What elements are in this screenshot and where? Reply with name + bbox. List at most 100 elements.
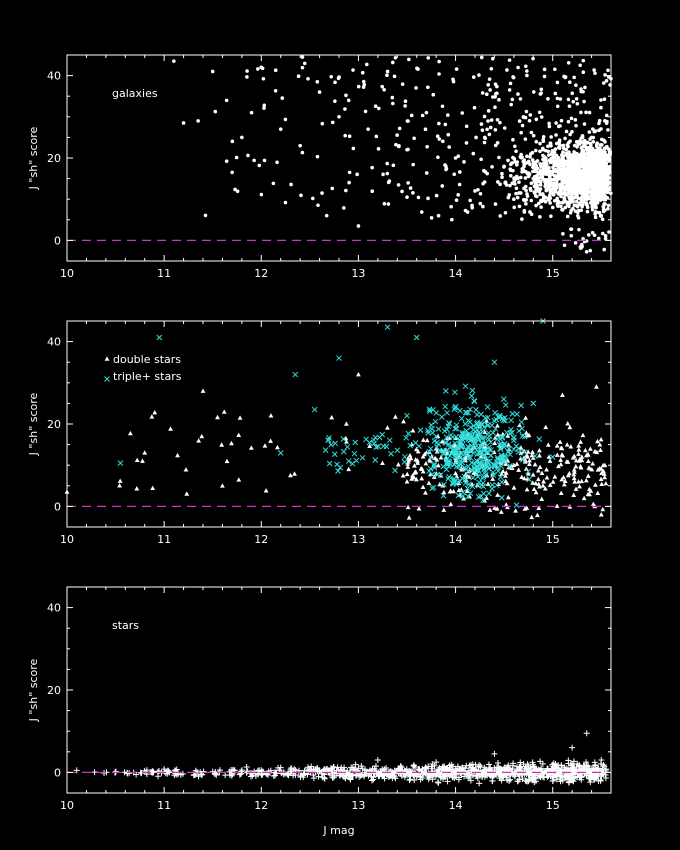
star-point [336, 772, 343, 779]
star-point [434, 779, 441, 786]
galaxy-point [606, 68, 610, 73]
double-star-point [578, 463, 583, 469]
star-point [571, 767, 578, 774]
galaxy-point [526, 171, 531, 175]
x-tick-label: 15 [546, 799, 560, 812]
triple-star-point [473, 457, 480, 464]
double-star-point [524, 487, 530, 492]
double-star-point [517, 422, 522, 428]
triple-star-point [458, 443, 465, 450]
triple-star-point [352, 439, 359, 446]
galaxy-point [593, 170, 598, 175]
galaxy-point [568, 80, 572, 85]
double-star-point [329, 414, 335, 420]
double-star-point [544, 467, 549, 472]
galaxy-point [529, 181, 534, 186]
double-star-point [585, 473, 591, 478]
y-axis: 0 20 40 [47, 54, 611, 262]
galaxy-point [514, 186, 519, 191]
galaxy-point [576, 173, 580, 177]
galaxy-point [579, 173, 584, 177]
triple-star-point [277, 449, 284, 456]
galaxy-point [542, 74, 547, 79]
galaxy-point [235, 189, 240, 194]
galaxy-point [572, 176, 576, 181]
galaxy-point [574, 199, 579, 204]
galaxy-point [450, 217, 454, 222]
galaxy-point [580, 135, 585, 140]
galaxy-point [553, 174, 557, 178]
galaxy-point [595, 175, 600, 180]
galaxy-point [423, 127, 428, 132]
galaxy-point [245, 75, 249, 79]
galaxy-point [273, 88, 278, 93]
galaxy-point [511, 168, 515, 173]
double-star-point [603, 480, 609, 486]
star-point [583, 762, 590, 769]
galaxy-point [224, 98, 229, 103]
galaxy-point [599, 184, 604, 189]
double-star-point [572, 479, 578, 484]
triple-star-point [465, 417, 472, 424]
double-star-point [419, 475, 425, 481]
double-star-point [503, 473, 508, 478]
star-point [598, 767, 605, 774]
galaxy-point [299, 193, 303, 198]
y-axis-label: J "sh" score [27, 126, 40, 190]
x-tick-label: 11 [157, 533, 171, 546]
triple-star-point [526, 476, 532, 483]
triple-star-point [498, 433, 505, 440]
star-point [371, 770, 378, 777]
galaxy-point [554, 169, 558, 174]
double-star-point [492, 440, 498, 445]
double-star-point [199, 433, 205, 439]
galaxy-point [390, 60, 395, 65]
triple-star-point [427, 454, 434, 461]
double-star-point [527, 457, 532, 463]
galaxy-point [454, 67, 459, 71]
galaxy-point [562, 197, 567, 201]
triple-star-point [388, 450, 394, 457]
galaxy-point [262, 106, 266, 110]
double-star-point [579, 457, 585, 463]
galaxy-point [576, 181, 581, 186]
double-star-point [558, 490, 564, 495]
galaxy-point [598, 142, 603, 147]
galaxy-point [607, 149, 612, 154]
double-star-point [560, 392, 565, 397]
galaxy-point [521, 167, 525, 172]
double-star-point [572, 469, 577, 474]
double-star-point [535, 468, 541, 473]
galaxy-point [597, 121, 601, 126]
triple-star-point [501, 444, 507, 451]
galaxy-point [479, 122, 484, 126]
triple-star-point [471, 398, 478, 405]
star-point [444, 778, 451, 785]
triple-star-point [430, 484, 437, 491]
triple-star-point [462, 435, 469, 442]
double-star-point [478, 453, 484, 459]
star-point [587, 779, 594, 786]
legend-label-triple-stars: triple+ stars [113, 370, 182, 383]
galaxy-point [512, 205, 517, 210]
double-star-point [117, 483, 123, 488]
triple-star-point [446, 459, 452, 465]
galaxy-point [534, 203, 538, 208]
triple-star-point [426, 406, 433, 413]
galaxy-point [518, 175, 523, 180]
galaxy-point [553, 67, 557, 72]
galaxy-point [602, 97, 607, 102]
double-star-point [598, 436, 604, 442]
galaxy-point [590, 207, 595, 212]
double-star-point [539, 496, 545, 501]
triple-star-point [536, 436, 543, 442]
galaxy-point [415, 66, 419, 71]
galaxy-point [554, 121, 558, 125]
triple-star-point [468, 393, 475, 399]
galaxy-point [558, 97, 563, 101]
galaxy-point [598, 156, 602, 161]
galaxy-point [570, 129, 574, 134]
galaxy-point [578, 159, 582, 163]
galaxy-point [534, 160, 538, 164]
